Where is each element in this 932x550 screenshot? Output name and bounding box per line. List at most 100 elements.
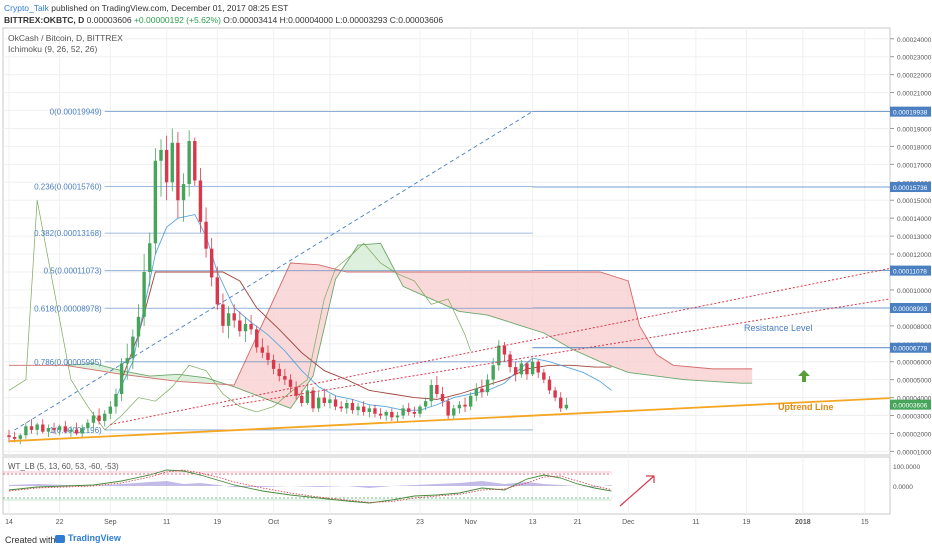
time-axis[interactable]: 14 22 Sep 11 19 Oct 9 23 Nov 13 21 Dec 11 19 2018 15 <box>5 519 869 526</box>
candle-body <box>508 354 512 368</box>
candle-body <box>74 429 79 434</box>
candle-body <box>440 394 445 402</box>
candle-body <box>29 426 34 430</box>
fib-level-label: 0.786(0.00005995) <box>34 358 102 367</box>
candle-body <box>300 395 304 403</box>
last-price: 0.00003606 <box>86 15 132 25</box>
price-badge <box>890 303 931 314</box>
y-tick-label: 0.00019000 <box>897 126 932 133</box>
y-tick-label: 0.00023000 <box>897 55 932 62</box>
candle-body <box>316 397 321 409</box>
uptrend-line <box>8 397 891 443</box>
y-tick-label: 0.00021000 <box>897 91 932 98</box>
candle-body <box>238 320 242 332</box>
close-value: C:0.00003606 <box>389 15 444 25</box>
candle-body <box>271 359 276 369</box>
candle-body <box>35 424 39 430</box>
candle-body <box>57 426 62 430</box>
author-link[interactable]: Crypto_Talk <box>4 3 49 13</box>
wt2-line <box>8 469 612 503</box>
trend-dotted-line <box>222 298 891 408</box>
candle-body <box>345 402 349 409</box>
candle-body <box>559 397 563 409</box>
price-axis[interactable]: 0.00024000 0.00023000 0.00022000 0.00021000… <box>890 37 932 457</box>
tradingview-logo[interactable]: TradingView <box>55 533 121 543</box>
candle-body <box>159 150 163 161</box>
candle-body <box>519 363 524 375</box>
candle-body <box>350 402 355 411</box>
candle-body <box>103 413 107 421</box>
candle-body <box>114 394 118 407</box>
candle-body <box>536 361 540 373</box>
candle-body <box>221 304 225 326</box>
candle-body <box>485 379 490 393</box>
candle-body <box>553 390 557 398</box>
candle-body <box>232 313 236 321</box>
y-tick-label: 0.00001000 <box>897 449 932 456</box>
candle-body <box>86 422 90 429</box>
tradingview-icon <box>55 534 65 543</box>
price-badge-label: 0.00006778 <box>893 346 928 353</box>
candle-body <box>367 408 372 412</box>
y-tick-label: 0.00015000 <box>897 198 932 205</box>
y-tick-label: 0.00003000 <box>897 414 932 421</box>
candle-body <box>41 424 45 432</box>
y-tick-label: 0.00006000 <box>897 360 932 367</box>
candle-body <box>170 142 174 183</box>
candle-body <box>530 361 535 375</box>
candle-body <box>412 411 417 414</box>
candle-body <box>243 324 248 332</box>
wt-indicator: 100.0000 0.0000 <box>3 464 920 504</box>
cloud-segment <box>343 243 398 276</box>
price-badge-label: 0.00008993 <box>893 306 928 313</box>
price-badge <box>890 182 931 193</box>
cloud-segment <box>397 272 753 384</box>
candle-body <box>91 415 96 423</box>
candle-body <box>468 395 473 407</box>
price-chart[interactable]: 0(0.00019949) 0.236(0.00015760) 0.382(0.00… <box>0 0 932 528</box>
candle-body <box>395 415 400 418</box>
candle-body <box>491 365 495 380</box>
x-tick-label: 15 <box>861 519 869 526</box>
candle-body <box>215 277 220 305</box>
x-tick-label: 13 <box>529 519 537 526</box>
candle-body <box>322 397 326 403</box>
price-badge <box>890 265 931 276</box>
price-badge-label: 0.00011078 <box>893 269 927 276</box>
candle-body <box>502 345 507 355</box>
y-tick-label: 0.00013000 <box>897 234 932 241</box>
main-pane-frame <box>2 27 891 456</box>
y-tick-label: 0.00002000 <box>897 431 932 438</box>
candle-body <box>142 272 146 317</box>
x-tick-label: 11 <box>692 519 699 526</box>
price-badge <box>890 399 931 410</box>
candle-body <box>339 406 343 409</box>
candle-body <box>108 406 113 414</box>
candle-body <box>328 399 332 403</box>
candle-body <box>204 221 208 249</box>
wt-histogram <box>9 481 612 488</box>
candle-body <box>277 368 281 377</box>
candle-body <box>249 324 253 330</box>
fib-level-label: 0.382(0.00013168) <box>34 229 102 238</box>
candle-body <box>255 329 259 348</box>
x-tick-label: 22 <box>56 519 64 526</box>
chikou-line <box>8 200 471 431</box>
candle-body <box>452 408 456 416</box>
candle-body <box>407 408 411 412</box>
candle-body <box>547 379 552 391</box>
publish-info: published on TradingView.com, December 0… <box>51 3 289 13</box>
price-badge <box>890 342 931 353</box>
senkou-b-line <box>9 262 753 386</box>
candle-body <box>457 404 462 409</box>
candle-body <box>131 336 135 359</box>
low-value: L:0.00003293 <box>335 15 388 25</box>
trend-lines <box>8 267 891 443</box>
candle-body <box>226 313 231 326</box>
candle-body <box>390 411 394 418</box>
senkou-a-line <box>65 242 753 409</box>
price-badge-label: 0.00015736 <box>893 185 928 192</box>
candle-body <box>136 316 141 337</box>
candle-body <box>356 406 360 411</box>
x-tick-label: 19 <box>213 519 221 526</box>
